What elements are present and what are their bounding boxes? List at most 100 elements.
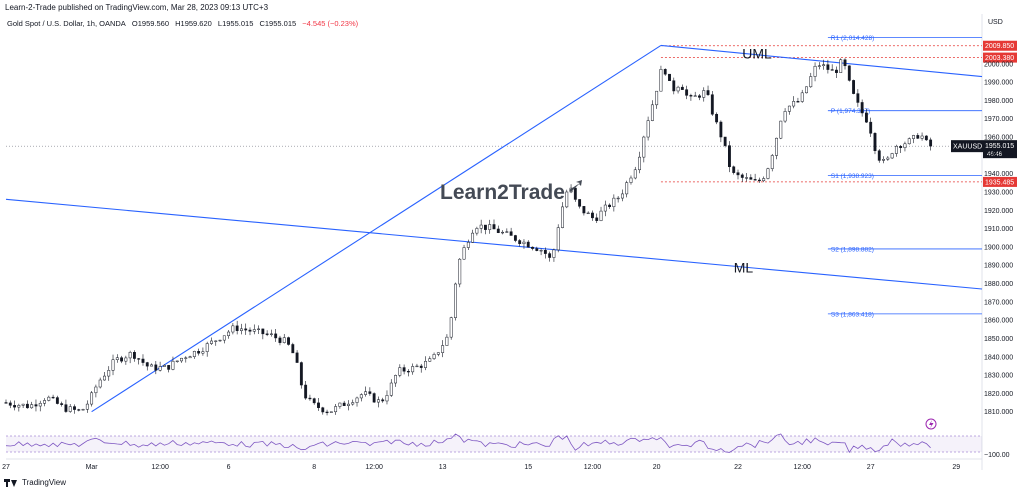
candle-body <box>907 138 911 145</box>
time-tick-label: 12:00 <box>365 464 383 471</box>
price-tick-label: 1880.000 <box>984 281 1013 288</box>
lower-parallel[interactable] <box>91 45 662 413</box>
footer-brand: TradingView <box>22 478 67 487</box>
candle-body <box>599 210 603 221</box>
price-tick-label: 1910.000 <box>984 226 1013 233</box>
alert-icon[interactable] <box>925 418 937 430</box>
low-value: L1955.015 <box>217 19 254 28</box>
candle-body <box>591 212 594 219</box>
candle-body <box>338 402 342 407</box>
candle-body <box>779 120 783 139</box>
candle-body <box>411 366 415 373</box>
candle-body <box>466 242 470 248</box>
drawing-labels: UML ML <box>734 45 772 275</box>
candle-body <box>668 73 671 81</box>
trendlines[interactable] <box>5 44 983 413</box>
candle-body <box>817 65 821 67</box>
candle-body <box>749 177 753 180</box>
ohlc-legend: Gold Spot / U.S. Dollar, 1h, OANDA O1959… <box>7 19 362 28</box>
level-badge-text: 2003.380 <box>985 55 1014 62</box>
candle-body <box>620 193 624 199</box>
price-tick-label: 1900.000 <box>984 244 1013 251</box>
candle-body <box>723 136 727 146</box>
price-tick-label: 1830.000 <box>984 373 1013 380</box>
candle-body <box>655 90 659 106</box>
price-tick-label: 1960.000 <box>984 135 1013 142</box>
candle-body <box>231 325 235 333</box>
candle-body <box>364 391 368 395</box>
candle-body <box>13 405 16 408</box>
candle-body <box>441 345 445 353</box>
time-tick-label: 12:00 <box>793 464 811 471</box>
candle-body <box>60 403 64 405</box>
candle-body <box>608 204 612 208</box>
candle-body <box>732 166 736 173</box>
pivot-label-s2: S2 (1,898.882) <box>831 246 874 253</box>
candle-body <box>278 337 282 343</box>
time-tick-label: 27 <box>867 464 875 471</box>
candle-body <box>210 340 213 344</box>
level-badge-res-high <box>983 40 1017 51</box>
price-axis[interactable]: USD 1810.000 1820.000 1830.000 1840.000 1850.… <box>984 19 1013 416</box>
candle-body <box>693 95 697 97</box>
candle-body <box>103 375 106 381</box>
candle-body <box>192 351 196 357</box>
candle-body <box>188 356 192 359</box>
candle-body <box>565 191 569 208</box>
time-tick-label: 12:00 <box>584 464 602 471</box>
candle-body <box>899 145 903 149</box>
candle-body <box>299 362 303 386</box>
candle-body <box>877 150 881 161</box>
time-tick-label: Mar <box>86 464 99 471</box>
candle-body <box>432 354 436 359</box>
candle-body <box>205 343 209 352</box>
candle-body <box>924 135 928 141</box>
tradingview-logo-icon <box>4 478 18 487</box>
candle-body <box>586 212 590 215</box>
candle-body <box>882 159 885 161</box>
candle-body <box>505 231 509 233</box>
candle-body <box>513 235 517 241</box>
candle-body <box>265 333 269 335</box>
candle-body <box>454 283 457 318</box>
candle-body <box>312 398 316 404</box>
candle-body <box>17 405 21 408</box>
candle-body <box>912 135 915 139</box>
candle-body <box>398 367 402 376</box>
candle-body <box>835 69 838 73</box>
candle-body <box>740 174 744 178</box>
candle-body <box>736 172 740 176</box>
candle-body <box>308 397 312 400</box>
candle-body <box>603 204 607 212</box>
candle-body <box>389 382 393 396</box>
candle-body <box>402 367 406 372</box>
uml-line[interactable] <box>660 44 983 78</box>
horizontal-levels[interactable]: R1 (2,014.428) P (1,974.387) S1 (1,938.923… <box>6 35 1017 319</box>
candle-body <box>436 352 440 355</box>
candle-body <box>633 169 637 179</box>
price-tick-label: 1890.000 <box>984 263 1013 270</box>
candle-body <box>535 248 539 251</box>
candle-body <box>488 224 492 230</box>
candle-body <box>869 121 873 134</box>
watermark-text: Learn2Trade <box>440 181 565 204</box>
symbol-title[interactable]: Gold Spot / U.S. Dollar, 1h, OANDA <box>7 19 126 28</box>
candle-body <box>501 231 504 234</box>
candle-body <box>85 403 89 410</box>
ml-line[interactable] <box>5 198 983 290</box>
candle-body <box>929 139 933 147</box>
candle-body <box>376 399 380 403</box>
candle-body <box>162 365 166 367</box>
time-axis[interactable]: 27 Mar 12:00 6 8 12:00 13 15 12:00 20 22 12:00 27 29 <box>2 458 982 471</box>
candle-body <box>805 86 808 94</box>
candle-body <box>573 187 577 200</box>
candle-body <box>475 228 479 234</box>
candle-body <box>145 362 149 367</box>
candle-body <box>38 403 42 407</box>
candle-body <box>484 224 487 230</box>
candle-body <box>843 59 847 67</box>
candle-body <box>787 105 791 112</box>
candle-body <box>248 329 252 332</box>
candle-body <box>274 333 278 339</box>
